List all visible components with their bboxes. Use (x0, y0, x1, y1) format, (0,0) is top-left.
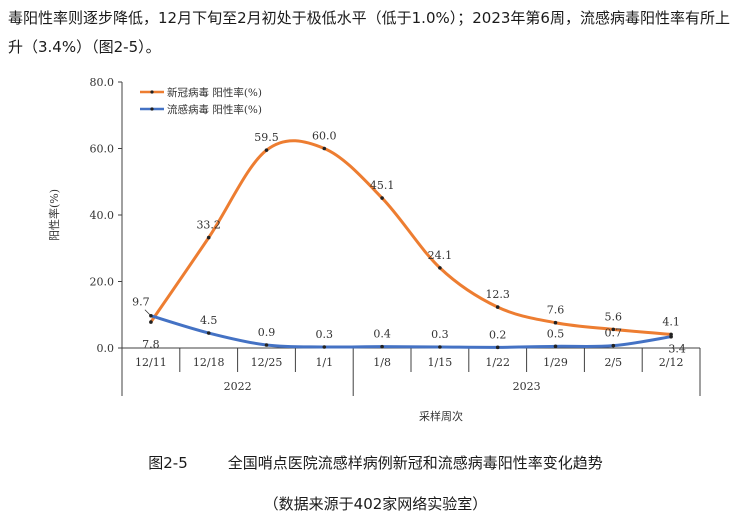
x-tick-label: 1/22 (485, 356, 510, 369)
flu-data-point (495, 345, 500, 350)
flu-data-label: 0.5 (547, 327, 565, 340)
covid-data-point (206, 235, 211, 240)
covid-data-point (380, 196, 384, 200)
flu-series-line (149, 314, 673, 349)
covid-series-line (149, 139, 673, 336)
x-tick-label: 2/5 (604, 356, 622, 369)
flu-data-label: 0.4 (373, 328, 391, 341)
y-tick-label: 20.0 (90, 276, 115, 289)
flu-data-point (149, 313, 153, 318)
flu-data-point (611, 343, 616, 348)
figure-source-note: （数据来源于402家网络实验室） (263, 495, 488, 513)
covid-data-label: 59.5 (254, 131, 279, 144)
flu-data-point (553, 344, 558, 349)
y-tick-label: 80.0 (90, 76, 115, 89)
flu-data-point (264, 343, 269, 347)
flu-data-label: 0.3 (431, 328, 449, 341)
covid-data-point (438, 266, 442, 270)
y-tick-label: 40.0 (90, 209, 115, 222)
x-tick-label: 1/15 (428, 356, 453, 369)
figure-number: 图2-5 (148, 454, 188, 472)
chart-axes: 0.0 20.0 40.0 60.0 80.0 阳性率(%) 12/11 12/18 12/25… (47, 76, 701, 423)
flu-data-label: 3.4 (668, 343, 686, 356)
flu-data-label: 0.9 (258, 326, 276, 339)
covid-data-point (495, 305, 500, 309)
intro-paragraph: 毒阳性率则逐步降低，12月下旬至2月初处于极低水平（低于1.0%）；2023年第… (8, 9, 730, 56)
covid-data-point (322, 146, 327, 151)
y-tick-label: 0.0 (97, 342, 115, 355)
covid-data-label: 12.3 (485, 288, 510, 301)
year-group-label: 2023 (513, 380, 541, 393)
flu-data-point (380, 344, 384, 349)
covid-data-point (264, 148, 269, 152)
x-tick-label: 12/18 (193, 356, 225, 369)
year-group-label: 2022 (224, 380, 252, 393)
x-tick-label: 1/8 (373, 356, 391, 369)
flu-data-label: 9.7 (132, 296, 150, 309)
chart-data-labels: 7.8 33.2 59.5 60.0 45.1 24.1 12.3 7.6 5.6 4.1 9.7 4… (132, 130, 686, 356)
covid-data-label: 60.0 (312, 130, 337, 143)
flu-data-label: 0.3 (316, 328, 334, 341)
y-axis-label: 阳性率(%) (47, 189, 61, 241)
flu-data-point (669, 334, 673, 339)
x-tick-label: 12/25 (251, 356, 283, 369)
figure-title: 全国哨点医院流感样病例新冠和流感病毒阳性率变化趋势 (227, 454, 603, 472)
covid-data-label: 33.2 (196, 219, 221, 232)
y-tick-label: 60.0 (90, 143, 115, 156)
covid-data-point (553, 320, 558, 325)
flu-data-point (322, 345, 327, 349)
x-tick-label: 12/11 (135, 356, 167, 369)
covid-data-point (611, 327, 616, 332)
chart-legend: 新冠病毒 阳性率(%) 流感病毒 阳性率(%) (140, 86, 262, 116)
covid-data-label: 7.8 (142, 338, 160, 351)
legend-covid-label: 新冠病毒 阳性率(%) (167, 86, 262, 99)
covid-data-label: 24.1 (428, 249, 453, 262)
x-axis-label: 采样周次 (419, 409, 463, 423)
covid-data-point (149, 320, 153, 324)
x-tick-label: 1/29 (543, 356, 568, 369)
flu-data-label: 0.7 (605, 327, 623, 340)
flu-data-point (438, 345, 442, 349)
covid-data-label: 7.6 (547, 304, 565, 317)
legend-marker (150, 107, 154, 111)
chart-series (149, 139, 673, 350)
x-tick-label: 2/12 (659, 356, 684, 369)
flu-data-label: 4.5 (200, 314, 218, 327)
x-tick-label: 1/1 (315, 356, 333, 369)
legend-marker (150, 90, 154, 94)
flu-data-label: 0.2 (489, 328, 507, 341)
covid-data-label: 5.6 (605, 310, 623, 323)
flu-label-leader (144, 309, 151, 316)
legend-flu-label: 流感病毒 阳性率(%) (167, 103, 262, 116)
figure-caption: 图2-5 全国哨点医院流感样病例新冠和流感病毒阳性率变化趋势 (0, 452, 751, 473)
covid-data-label: 45.1 (370, 179, 395, 192)
flu-data-point (206, 331, 211, 335)
covid-data-label: 4.1 (662, 315, 680, 328)
